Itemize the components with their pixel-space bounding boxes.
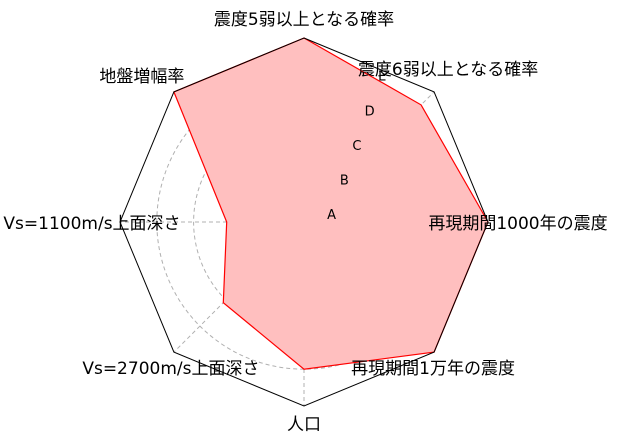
axis-label: Vs=2700m/s上面深さ [82, 359, 259, 379]
axis-label: 震度6弱以上となる確率 [358, 60, 538, 80]
ring-label: C [352, 139, 361, 154]
outer-frame [119, 37, 489, 407]
series-layer [173, 37, 489, 370]
frame-layer [119, 37, 489, 407]
axis-label: 再現期間1万年の震度 [351, 359, 515, 379]
axis-label: 震度5弱以上となる確率 [214, 10, 394, 30]
ring-label: D [365, 104, 375, 119]
axis-label: 再現期間1000年の震度 [428, 214, 607, 234]
axis-label: 地盤増幅率 [99, 67, 184, 87]
ring-label: B [340, 173, 349, 188]
axis-label: 人口 [287, 415, 321, 435]
axis-label: Vs=1100m/s上面深さ [3, 214, 180, 234]
label-layer: A B C D E 震度5弱以上となる確率震度6弱以上となる確率再現期間1000年の震度再… [3, 10, 607, 435]
data-polygon [173, 37, 489, 370]
ring-label: A [327, 208, 336, 223]
ring-label: E [378, 70, 386, 85]
